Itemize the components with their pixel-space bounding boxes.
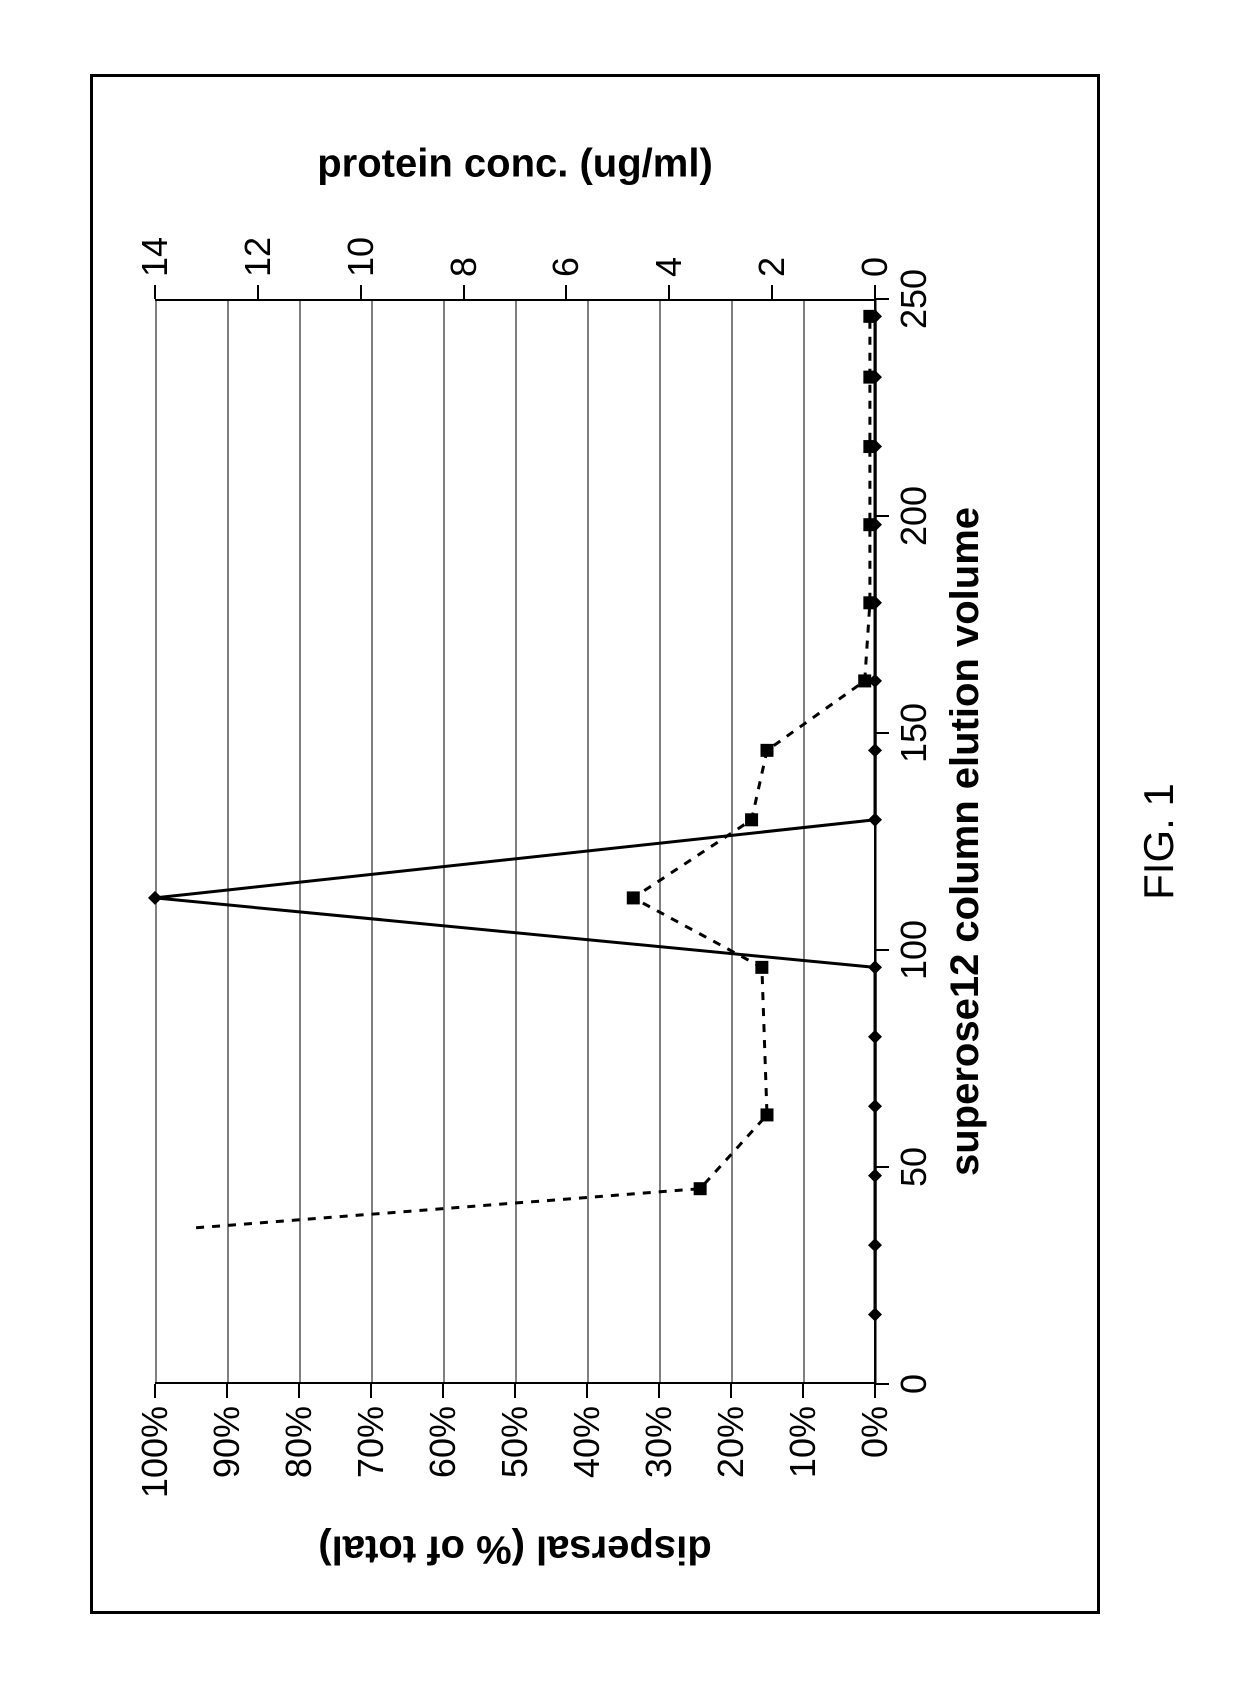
square-marker [863, 310, 876, 323]
y-left-tick [730, 1384, 732, 1398]
square-marker [745, 813, 758, 826]
y-right-tick-label: 0 [854, 257, 896, 277]
figure-caption: FIG. 1 [1135, 783, 1183, 900]
chart-svg-overlay [155, 299, 875, 1384]
chart-plot-area [155, 299, 875, 1384]
y-left-tick-label: 30% [638, 1406, 680, 1478]
y-right-tick [771, 285, 773, 299]
y-right-tick [463, 285, 465, 299]
y-left-tick-label: 40% [566, 1406, 608, 1478]
x-tick-label: 200 [893, 486, 935, 546]
square-marker [863, 371, 876, 384]
y-right-tick-label: 2 [751, 257, 793, 277]
square-marker [863, 440, 876, 453]
square-marker [755, 961, 768, 974]
square-marker [627, 891, 640, 904]
y-left-tick [226, 1384, 228, 1398]
rotated-canvas: superose12 column elution volume dispers… [0, 0, 1240, 1684]
x-tick-label: 150 [893, 703, 935, 763]
y-left-tick [442, 1384, 444, 1398]
y-left-tick [802, 1384, 804, 1398]
x-tick [875, 732, 889, 734]
square-marker [761, 744, 774, 757]
y-left-tick-label: 20% [710, 1406, 752, 1478]
square-marker [863, 518, 876, 531]
y-left-tick [658, 1384, 660, 1398]
x-tick [875, 515, 889, 517]
y-left-tick [514, 1384, 516, 1398]
y-right-tick [874, 285, 876, 299]
square-marker [858, 674, 871, 687]
square-marker [863, 596, 876, 609]
y-left-tick-label: 10% [782, 1406, 824, 1478]
y-right-tick-label: 14 [134, 237, 176, 277]
y-left-tick-label: 70% [350, 1406, 392, 1478]
square-marker [761, 1108, 774, 1121]
x-tick-label: 50 [893, 1147, 935, 1187]
y-right-tick [565, 285, 567, 299]
y-left-axis-title: dispersal (% of total) [318, 1527, 711, 1572]
x-tick [875, 949, 889, 951]
series-protein_conc-line [196, 316, 870, 1227]
y-left-tick-label: 60% [422, 1406, 464, 1478]
y-left-tick-label: 80% [278, 1406, 320, 1478]
y-right-tick-label: 4 [648, 257, 690, 277]
y-left-tick-label: 50% [494, 1406, 536, 1478]
x-axis-title: superose12 column elution volume [943, 507, 988, 1176]
x-tick [875, 1383, 889, 1385]
y-right-tick [257, 285, 259, 299]
square-marker [694, 1182, 707, 1195]
y-right-tick [154, 285, 156, 299]
y-right-tick-label: 6 [545, 257, 587, 277]
series-dispersal-line [155, 316, 875, 1314]
y-left-tick [874, 1384, 876, 1398]
y-left-tick [298, 1384, 300, 1398]
y-right-tick [668, 285, 670, 299]
y-left-tick-label: 90% [206, 1406, 248, 1478]
x-tick [875, 298, 889, 300]
y-right-tick-label: 12 [237, 237, 279, 277]
y-right-axis-title: protein conc. (ug/ml) [317, 142, 713, 187]
y-left-tick [370, 1384, 372, 1398]
y-left-tick-label: 100% [134, 1406, 176, 1498]
y-right-tick-label: 10 [340, 237, 382, 277]
x-tick [875, 1166, 889, 1168]
y-left-tick-label: 0% [854, 1406, 896, 1458]
x-tick-label: 250 [893, 269, 935, 329]
y-right-tick [360, 285, 362, 299]
x-tick-label: 0 [893, 1374, 935, 1394]
y-right-tick-label: 8 [443, 257, 485, 277]
y-left-tick [586, 1384, 588, 1398]
page: superose12 column elution volume dispers… [0, 0, 1240, 1684]
x-tick-label: 100 [893, 920, 935, 980]
y-left-tick [154, 1384, 156, 1398]
